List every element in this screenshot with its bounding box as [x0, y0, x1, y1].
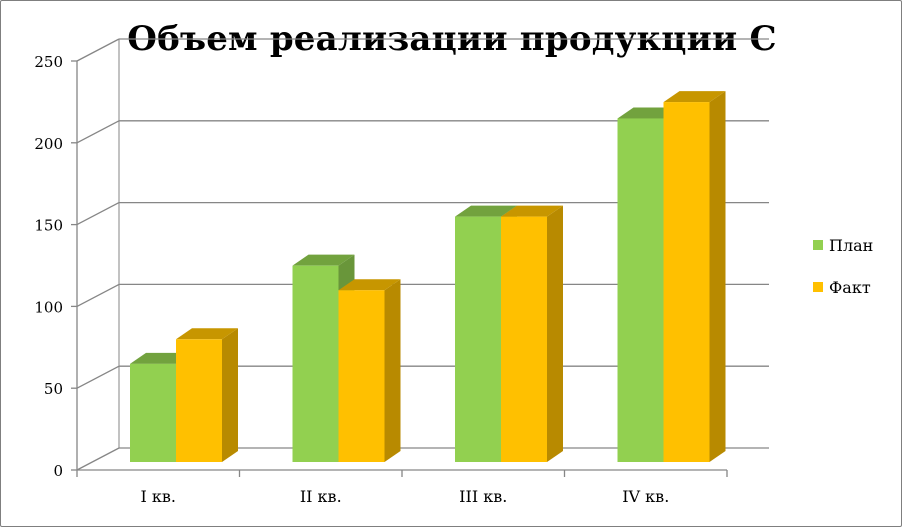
legend-swatch-fact: [813, 282, 823, 292]
legend-item-plan: План: [813, 233, 873, 257]
x-tick-label: IV кв.: [622, 487, 669, 506]
bar-top: [501, 205, 563, 217]
y-tick-label: 100: [34, 298, 63, 316]
gridline-side: [76, 447, 120, 471]
gridline-side: [76, 38, 120, 62]
gridline-side: [76, 120, 120, 144]
bar: [130, 363, 176, 462]
bar-side: [709, 91, 726, 462]
x-tick-label: II кв.: [300, 487, 342, 506]
y-tick-label: 50: [44, 380, 63, 398]
gridline-side: [76, 202, 120, 226]
legend-label-fact: Факт: [829, 277, 871, 297]
bar-top: [663, 91, 726, 103]
bar: [176, 339, 222, 462]
legend: План Факт: [813, 233, 873, 317]
y-tick-label: 0: [53, 462, 63, 480]
bar-top: [338, 279, 401, 291]
bar: [617, 118, 664, 462]
bar: [338, 290, 385, 462]
x-tick-label: I кв.: [141, 487, 177, 506]
bar: [663, 102, 710, 462]
bar: [455, 216, 501, 462]
bar-side: [384, 279, 401, 462]
bar-side: [547, 205, 563, 462]
legend-label-plan: План: [829, 235, 874, 255]
y-tick-label: 200: [34, 135, 63, 153]
gridline-side: [76, 283, 120, 307]
y-tick-label: 150: [34, 217, 63, 235]
bar-top: [455, 205, 517, 217]
gridline-side: [76, 365, 120, 389]
legend-item-fact: Факт: [813, 275, 873, 299]
bar-side: [222, 328, 238, 462]
x-tick-label: III кв.: [459, 487, 507, 506]
legend-swatch-plan: [813, 240, 823, 250]
bar: [292, 265, 339, 462]
bar-top: [176, 328, 238, 340]
y-tick-label: 250: [34, 53, 63, 71]
bar: [501, 216, 547, 462]
bar-top: [292, 254, 355, 266]
